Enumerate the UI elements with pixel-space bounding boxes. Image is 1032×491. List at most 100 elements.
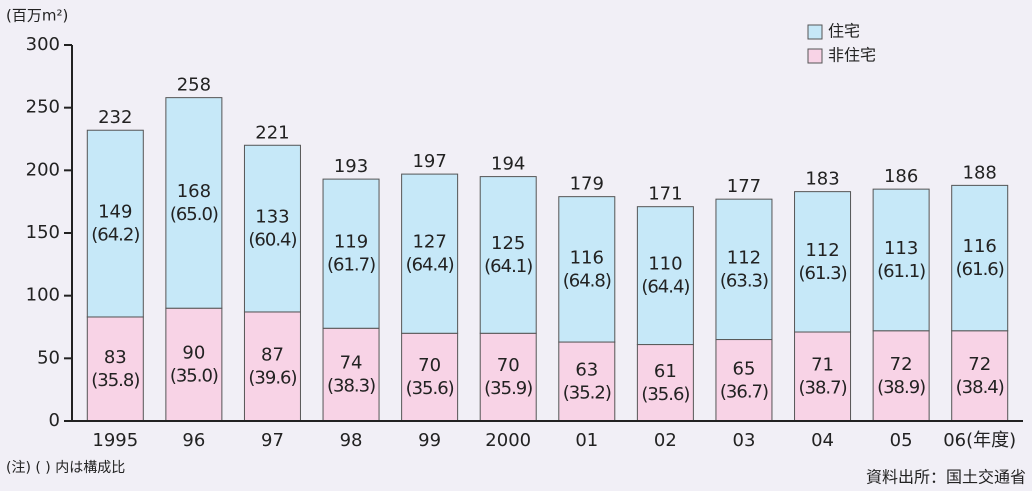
y-axis-label: (百万m²) [6,7,68,25]
bar-segment [479,332,537,422]
bar-segment [872,330,930,422]
bar-segment [636,206,694,346]
value-label: 112 [805,240,839,261]
bar-segment [636,344,694,422]
share-label: (61.7) [327,255,375,276]
share-label: (64.2) [91,225,139,246]
value-label: 110 [648,254,682,275]
bar-segment [794,191,852,333]
value-label: 70 [418,355,441,376]
bar-segment [872,188,930,332]
note: (注) ( ) 内は構成比 [6,460,125,476]
total-label: 258 [177,75,211,96]
bar-segment [243,144,301,313]
share-label: (35.9) [484,378,532,399]
bar-segment [794,331,852,422]
value-label: 83 [104,347,127,368]
bar-segment [243,311,301,422]
x-tick-label: 98 [340,430,363,451]
total-label: 171 [648,184,682,205]
value-label: 61 [654,361,677,382]
x-tick-label: 96 [182,430,205,451]
share-label: (36.7) [720,381,768,402]
value-label: 127 [412,232,446,253]
x-tick-label: 01 [575,430,598,451]
share-label: (38.3) [327,376,375,397]
total-label: 232 [98,107,132,128]
total-label: 186 [884,166,918,187]
value-label: 72 [890,354,913,375]
value-label: 63 [575,360,598,381]
share-label: (38.9) [877,377,925,398]
share-label: (64.1) [484,256,532,277]
bar-segment [479,176,537,334]
total-label: 183 [805,169,839,190]
share-label: (35.6) [641,384,689,405]
bar-segment [165,307,223,422]
value-label: 74 [340,353,363,374]
bar-segment [951,184,1009,332]
bar-segment [86,129,144,318]
value-label: 168 [177,181,211,202]
value-label: 87 [261,344,284,365]
legend-label: 非住宅 [828,46,876,65]
bar-segment [86,316,144,422]
value-label: 125 [491,233,525,254]
legend-swatch [807,48,823,64]
share-label: (35.2) [563,383,611,404]
share-label: (63.3) [720,270,768,291]
value-label: 112 [727,247,761,268]
bar-segment [558,196,616,343]
share-label: (38.4) [956,377,1004,398]
share-label: (64.4) [406,255,454,276]
share-label: (61.6) [956,259,1004,280]
y-tick-label: 150 [26,222,60,243]
bar-segment [322,327,380,422]
value-label: 133 [255,207,289,228]
x-tick-label: 06(年度) [943,430,1016,451]
value-label: 70 [497,355,520,376]
value-label: 71 [811,355,834,376]
y-tick-label: 300 [26,34,60,55]
y-tick-label: 0 [49,410,60,431]
y-tick-label: 250 [26,97,60,118]
x-tick-label: 1995 [92,430,138,451]
total-label: 197 [412,151,446,172]
bar-segment [401,173,459,334]
y-tick-label: 50 [37,347,60,368]
share-label: (35.0) [170,366,218,387]
share-label: (64.8) [563,270,611,291]
legend-swatch [807,24,823,40]
bar-segment [715,339,773,422]
value-label: 90 [182,343,205,364]
bar-segment [715,198,773,341]
x-tick-label: 99 [418,430,441,451]
total-label: 221 [255,122,289,143]
value-label: 72 [968,354,991,375]
value-label: 116 [570,247,604,268]
share-label: (61.1) [877,261,925,282]
value-label: 149 [98,202,132,223]
value-label: 119 [334,232,368,253]
x-tick-label: 04 [811,430,834,451]
share-label: (35.6) [406,378,454,399]
share-label: (38.7) [798,378,846,399]
legend-label: 住宅 [828,22,860,41]
y-tick-label: 200 [26,159,60,180]
bar-segment [322,178,380,329]
x-tick-label: 05 [890,430,913,451]
bar-segment [951,330,1009,422]
total-label: 179 [570,174,604,195]
share-label: (61.3) [798,263,846,284]
y-tick-label: 100 [26,285,60,306]
value-label: 65 [733,358,756,379]
bar-segment [401,332,459,422]
value-label: 113 [884,238,918,259]
bar-segment [165,97,223,309]
share-label: (60.4) [248,230,296,251]
value-label: 116 [963,236,997,257]
x-tick-label: 03 [733,430,756,451]
total-label: 194 [491,154,525,175]
share-label: (64.4) [641,277,689,298]
